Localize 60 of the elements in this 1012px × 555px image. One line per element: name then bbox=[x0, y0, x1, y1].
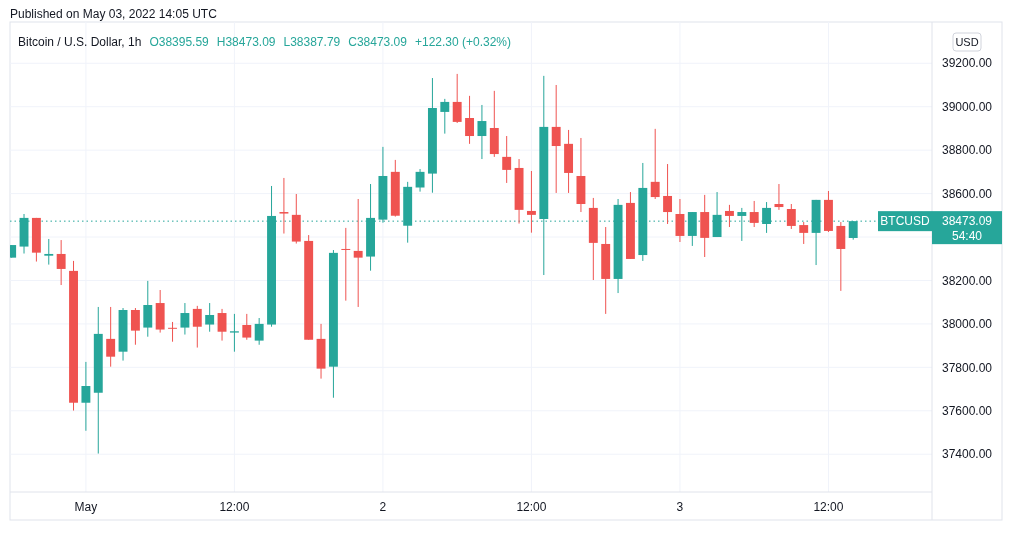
y-tick-label: 37400.00 bbox=[941, 447, 993, 462]
text: 54:40 bbox=[951, 229, 983, 244]
x-tick-label: 12:00 bbox=[516, 500, 547, 514]
x-tick-label: 2 bbox=[379, 500, 387, 514]
candlestick bbox=[353, 198, 363, 308]
candlestick bbox=[724, 204, 734, 228]
annotation: L38387.79 bbox=[283, 35, 341, 49]
x-tick-label: May bbox=[74, 500, 98, 514]
candlestick bbox=[502, 135, 512, 184]
candlestick bbox=[341, 227, 351, 302]
annotation: +122.30 (+0.32%) bbox=[414, 35, 512, 49]
x-tick-label: 12:00 bbox=[219, 500, 250, 514]
candlestick bbox=[56, 239, 66, 286]
y-tick-label: 37800.00 bbox=[941, 360, 993, 375]
candlestick bbox=[465, 95, 475, 145]
x-tick-label: 12:00 bbox=[813, 500, 844, 514]
candlestick bbox=[168, 321, 177, 343]
candlestick bbox=[663, 163, 673, 225]
candlestick bbox=[675, 198, 685, 243]
candlestick bbox=[526, 170, 536, 234]
candlestick bbox=[205, 302, 215, 333]
y-tick-label: 38600.00 bbox=[941, 186, 993, 201]
text: Bitcoin / U.S. Dollar, 1h bbox=[18, 35, 142, 49]
candlestick bbox=[81, 361, 91, 432]
y-tick-label: 39000.00 bbox=[941, 99, 993, 114]
candlestick bbox=[452, 73, 462, 124]
candlestick bbox=[180, 302, 190, 336]
candlestick bbox=[774, 183, 784, 211]
x-tick-label: 3 bbox=[676, 500, 684, 514]
candlestick bbox=[836, 221, 846, 292]
text: 38473.09 bbox=[941, 214, 993, 229]
text: Published on May 03, 2022 14:05 UTC bbox=[10, 7, 218, 21]
candlestick bbox=[229, 313, 239, 353]
candlestick bbox=[106, 306, 116, 368]
candlestick bbox=[130, 307, 140, 346]
y-tick-label: 39200.00 bbox=[941, 56, 993, 71]
candlestick bbox=[477, 104, 487, 160]
candlestick bbox=[242, 313, 252, 341]
candlestick bbox=[551, 84, 561, 194]
candlestick bbox=[279, 177, 289, 235]
y-tick-label: 37600.00 bbox=[941, 403, 993, 418]
y-tick-label: 38800.00 bbox=[941, 143, 993, 158]
candlestick bbox=[143, 280, 153, 338]
candlestick bbox=[217, 308, 227, 342]
y-tick-label: 38200.00 bbox=[941, 273, 993, 288]
annotation: C38473.09 bbox=[348, 35, 408, 49]
candlestick bbox=[440, 98, 450, 135]
candlestick bbox=[786, 203, 796, 230]
y-tick-label: 38000.00 bbox=[941, 317, 993, 332]
annotation: H38473.09 bbox=[216, 35, 276, 49]
annotation: O38395.59 bbox=[149, 35, 210, 49]
candlestick bbox=[254, 317, 264, 346]
candlestick bbox=[415, 168, 425, 193]
ref-line-label: BTCUSD bbox=[880, 214, 930, 229]
candlestick bbox=[650, 128, 660, 200]
candlestick bbox=[192, 305, 202, 349]
candlestick bbox=[44, 238, 54, 266]
candlestick bbox=[799, 221, 809, 245]
candlestick bbox=[749, 200, 759, 228]
text: USD bbox=[955, 35, 979, 48]
